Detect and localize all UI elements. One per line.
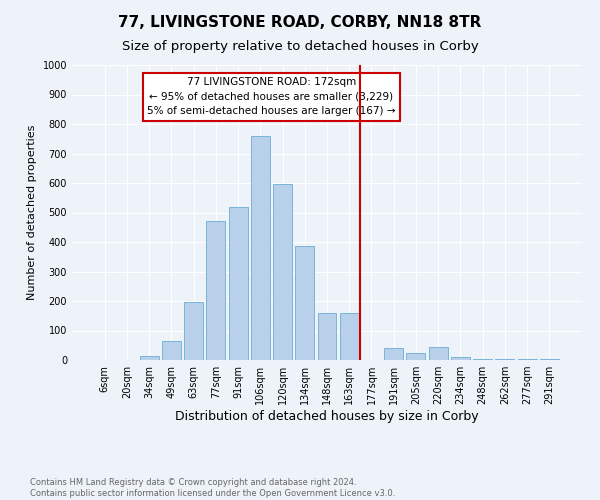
Bar [229,207,248,360]
Y-axis label: Number of detached properties: Number of detached properties [27,125,37,300]
Bar [473,359,492,360]
Bar [162,342,181,360]
Bar [317,314,337,360]
Bar [384,348,403,360]
Bar [251,136,270,360]
Bar [406,352,425,360]
Bar [184,302,203,360]
Bar [140,356,158,360]
Text: Size of property relative to detached houses in Corby: Size of property relative to detached ho… [122,40,478,53]
Bar [451,357,470,360]
Text: 77 LIVINGSTONE ROAD: 172sqm
← 95% of detached houses are smaller (3,229)
5% of s: 77 LIVINGSTONE ROAD: 172sqm ← 95% of det… [147,77,395,116]
Bar [273,184,292,360]
Text: Contains HM Land Registry data © Crown copyright and database right 2024.
Contai: Contains HM Land Registry data © Crown c… [30,478,395,498]
Bar [295,246,314,360]
Text: 77, LIVINGSTONE ROAD, CORBY, NN18 8TR: 77, LIVINGSTONE ROAD, CORBY, NN18 8TR [118,15,482,30]
X-axis label: Distribution of detached houses by size in Corby: Distribution of detached houses by size … [175,410,479,423]
Bar [206,222,225,360]
Bar [429,348,448,360]
Bar [340,314,359,360]
